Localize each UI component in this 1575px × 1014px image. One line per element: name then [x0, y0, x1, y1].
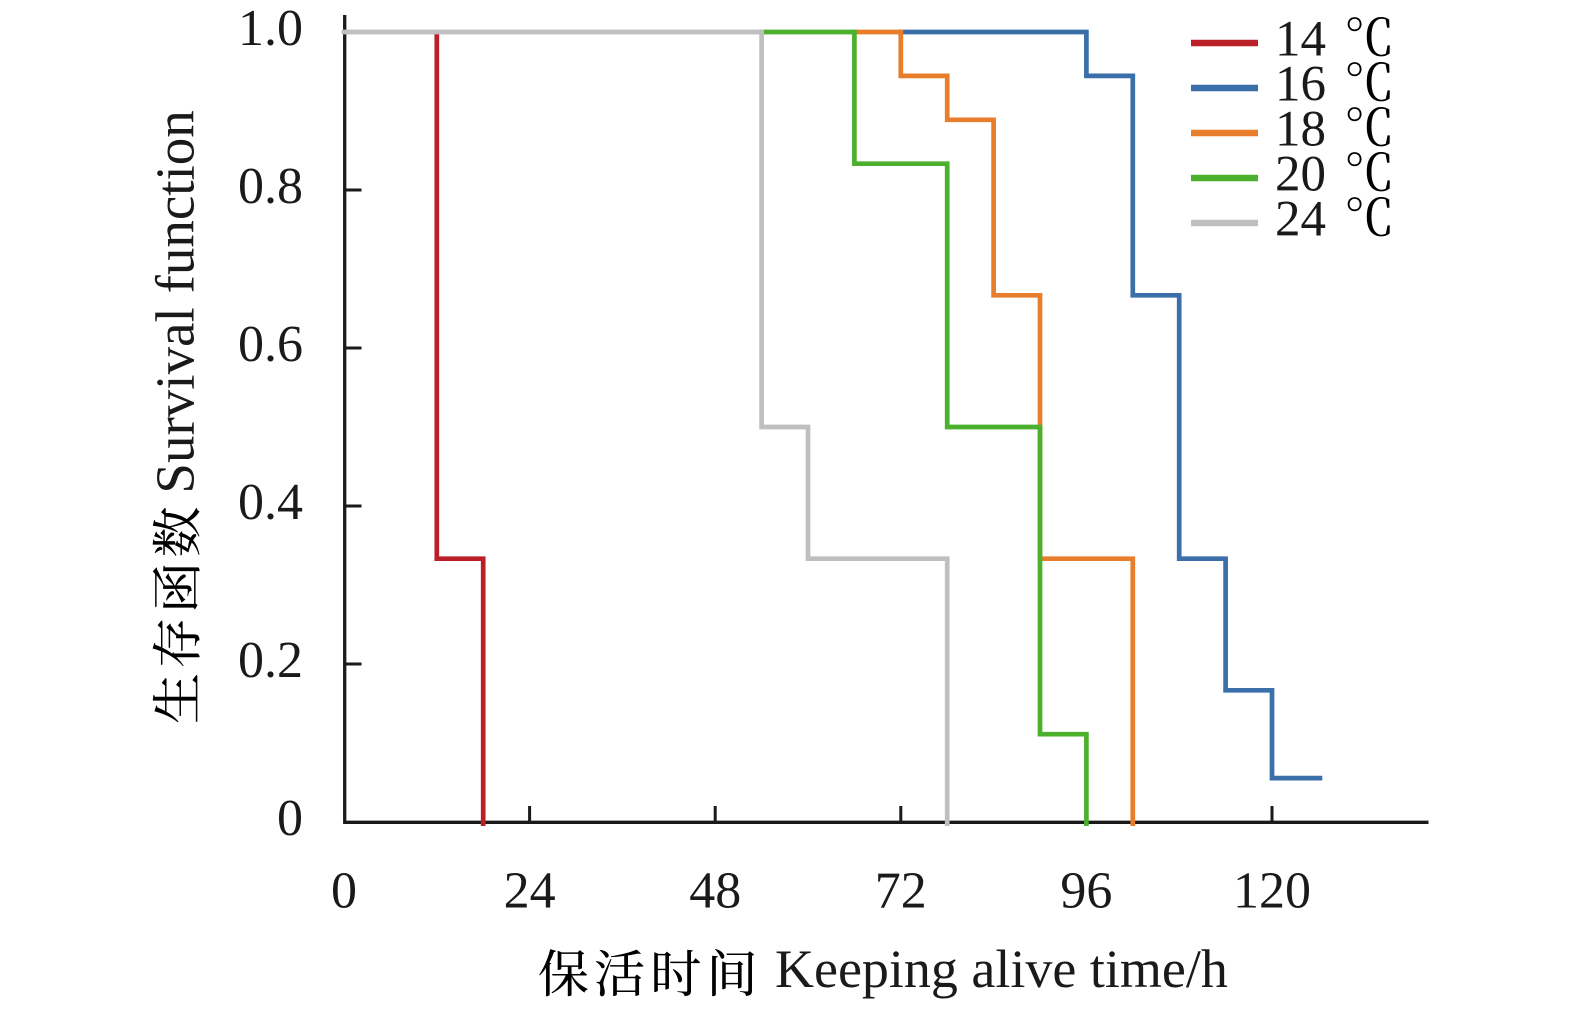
svg-text:72: 72 [875, 863, 927, 920]
svg-text:0: 0 [331, 863, 357, 920]
svg-text:96: 96 [1060, 863, 1112, 920]
svg-text:0.2: 0.2 [238, 632, 303, 689]
svg-text:120: 120 [1233, 863, 1311, 920]
svg-text:Keeping alive time/h: Keeping alive time/h [775, 939, 1228, 999]
svg-text:0.4: 0.4 [238, 474, 303, 531]
svg-text:24: 24 [504, 863, 556, 920]
svg-text:18: 18 [1275, 102, 1326, 158]
svg-text:Survival function: Survival function [145, 110, 206, 493]
svg-text:0: 0 [277, 790, 303, 847]
svg-text:0.8: 0.8 [238, 158, 303, 215]
svg-text:14: 14 [1275, 12, 1326, 68]
svg-text:16: 16 [1275, 57, 1326, 113]
svg-text:24: 24 [1275, 192, 1326, 248]
svg-text:48: 48 [689, 863, 741, 920]
svg-text:20: 20 [1275, 147, 1326, 203]
svg-text:1.0: 1.0 [238, 0, 303, 57]
svg-text:0.6: 0.6 [238, 316, 303, 373]
